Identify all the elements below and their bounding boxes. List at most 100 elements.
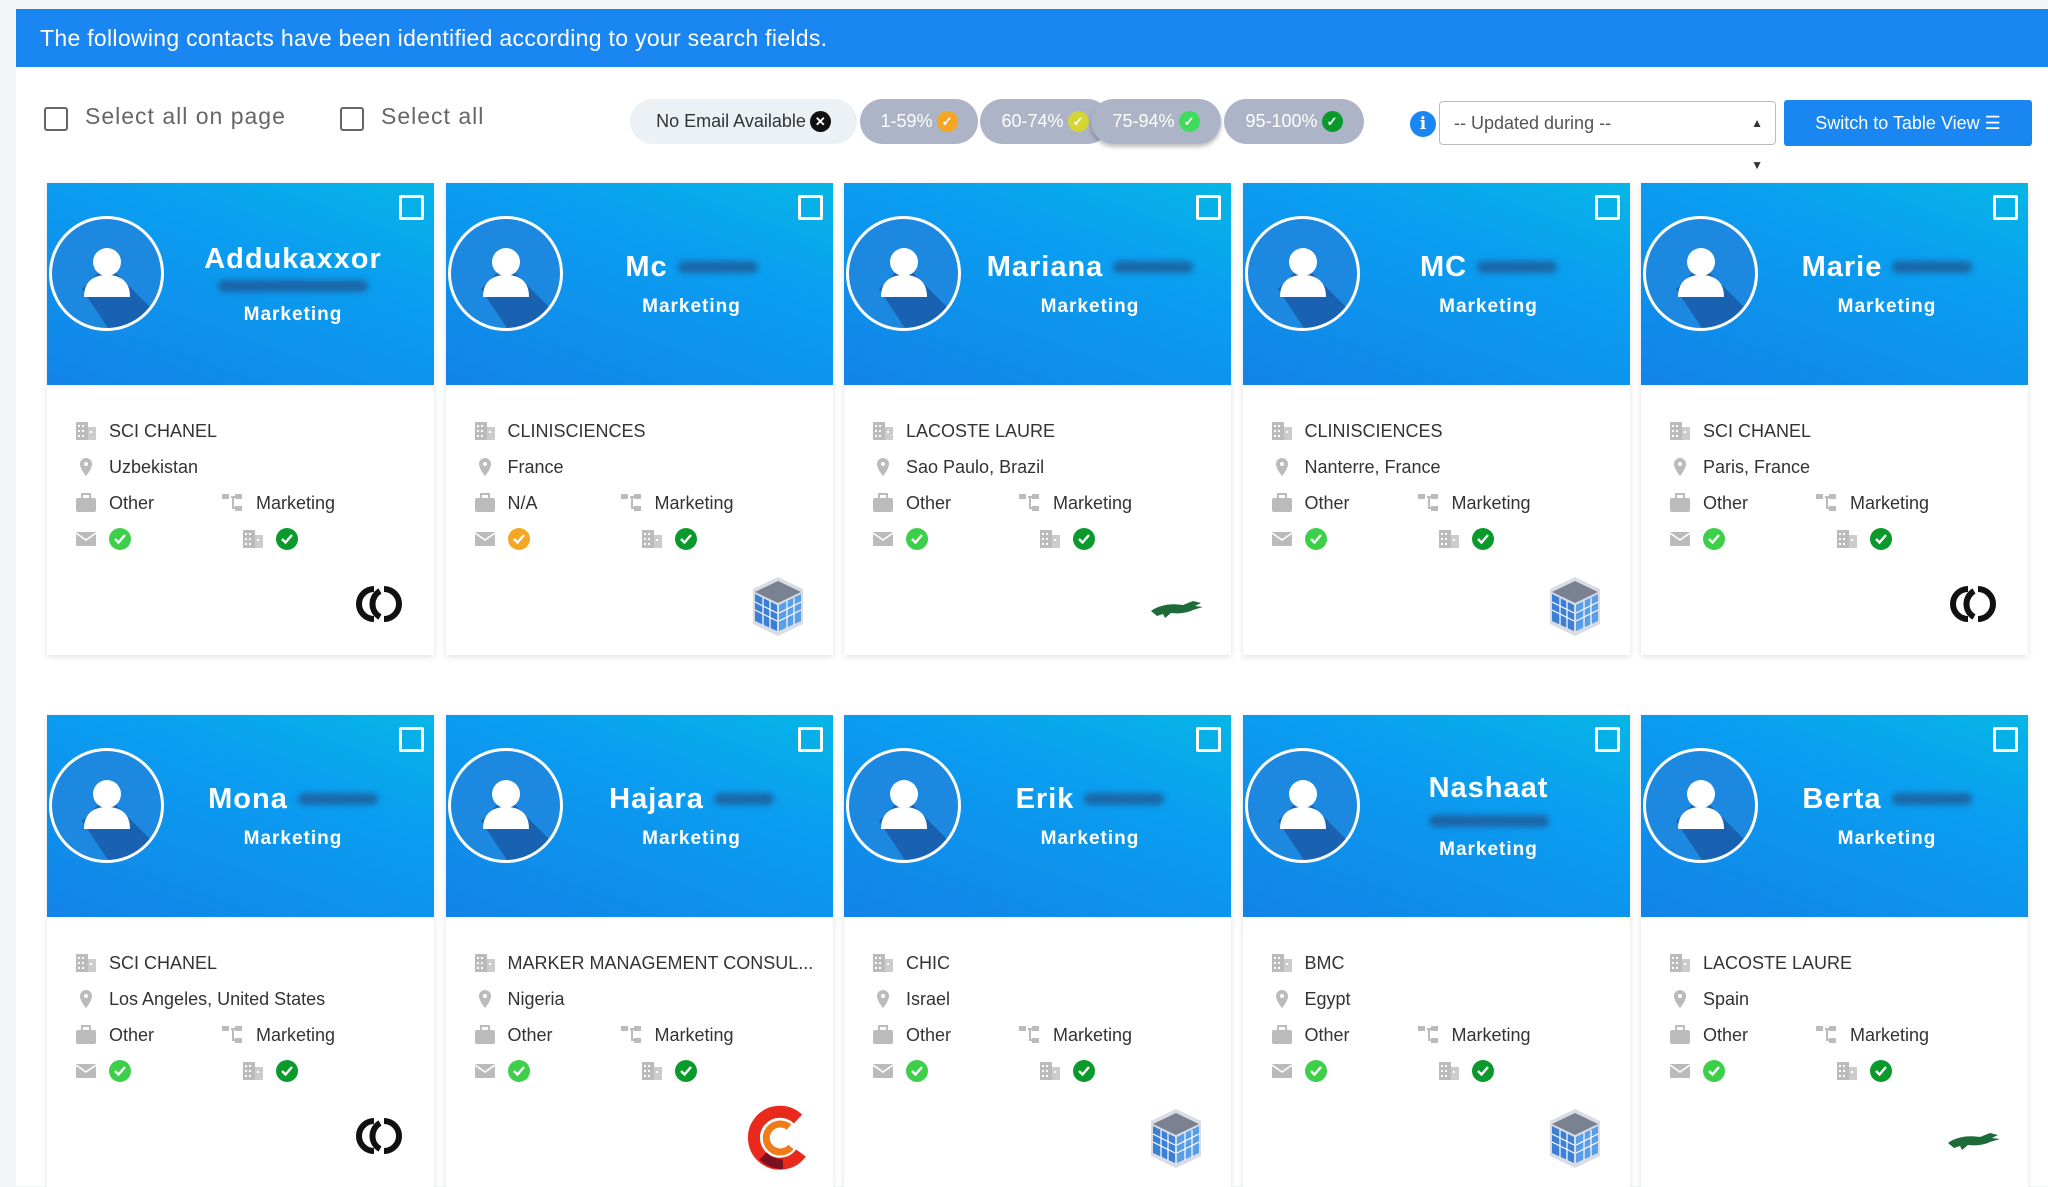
email-status-check-icon	[1304, 1060, 1327, 1082]
contact-select-checkbox[interactable]	[399, 727, 424, 752]
company-name: LACOSTE LAURE	[906, 420, 1056, 441]
filter-pill[interactable]: 75-94% ✓	[1091, 99, 1221, 144]
contact-select-checkbox[interactable]	[1196, 195, 1221, 220]
contact-position: Marketing	[243, 303, 343, 325]
contact-first-name[interactable]: Addukaxxor	[204, 242, 382, 275]
contact-select-checkbox[interactable]	[1594, 195, 1620, 220]
switch-to-table-view-button[interactable]: Switch to Table View ☰	[1784, 100, 2032, 146]
contact-card-body: CHIC Israel Other Marketing	[844, 917, 1231, 1187]
contact-card[interactable]: Hajara Marketing MARKER MANAGEMENT CONSU…	[445, 715, 833, 1187]
contact-position: Marketing	[1837, 295, 1937, 317]
contact-card-body: SCI CHANEL Uzbekistan Other Marketing	[47, 385, 434, 655]
select-all-on-page-label[interactable]: Select all on page	[85, 103, 286, 129]
avatar	[447, 216, 563, 331]
contact-first-name[interactable]: Mariana	[986, 250, 1104, 283]
company-icon	[1836, 1061, 1858, 1081]
contact-card-header: Mariana Marketing	[844, 183, 1231, 385]
department: Marketing	[256, 492, 336, 513]
briefcase-icon	[75, 493, 97, 513]
contact-select-checkbox[interactable]	[797, 195, 823, 220]
email-status-check-icon	[906, 1060, 928, 1082]
avatar	[1244, 216, 1360, 331]
category: Other	[1703, 492, 1749, 513]
updated-during-select[interactable]: -- Updated during -- ▲ ▼	[1439, 101, 1776, 172]
contact-first-name[interactable]: Mona	[208, 782, 288, 815]
company-name: BMC	[1304, 952, 1345, 973]
contact-card[interactable]: Berta Marketing LACOSTE LAURE Spain Othe…	[1641, 715, 2028, 1187]
contact-select-checkbox[interactable]	[1993, 195, 2018, 220]
contact-select-checkbox[interactable]	[399, 195, 424, 220]
company-icon	[1039, 529, 1061, 549]
contact-select-checkbox[interactable]	[797, 727, 823, 752]
contact-card-body: CLINISCIENCES Nanterre, France Other Mar…	[1243, 385, 1630, 655]
contact-card[interactable]: Addukaxxor Marketing SCI CHANEL Uzbekist…	[47, 183, 434, 655]
contact-card-header: Mc Marketing	[445, 183, 833, 385]
updated-during-value: -- Updated during --	[1454, 113, 1612, 133]
contact-first-name[interactable]: MC	[1419, 250, 1468, 283]
blurred-last-name	[713, 793, 774, 805]
category: Other	[1703, 1024, 1749, 1045]
avatar	[846, 748, 961, 863]
avatar	[447, 748, 563, 863]
location-pin-icon	[1271, 457, 1293, 477]
email-icon	[1271, 529, 1293, 549]
company-name: LACOSTE LAURE	[1703, 952, 1853, 973]
filter-pill[interactable]: 1-59% ✓	[860, 99, 978, 144]
contact-card-header: MC Marketing	[1242, 183, 1630, 385]
filter-pill[interactable]: 95-100% ✓	[1224, 99, 1364, 144]
building-logo	[1540, 569, 1610, 639]
select-all-on-page-checkbox[interactable]	[44, 107, 68, 131]
contact-first-name[interactable]: Erik	[1015, 782, 1075, 815]
chanel-logo	[344, 1101, 414, 1171]
company-name: SCI CHANEL	[109, 420, 218, 441]
company-status-check-icon	[674, 1060, 697, 1082]
company-name: SCI CHANEL	[109, 952, 218, 973]
filter-pill[interactable]: No Email Available ✕	[630, 99, 857, 144]
company-icon	[641, 529, 663, 549]
contact-first-name[interactable]: Mc	[625, 250, 668, 283]
contact-card[interactable]: MC Marketing CLINISCIENCES Nanterre, Fra…	[1242, 183, 1630, 655]
contact-select-checkbox[interactable]	[1594, 727, 1620, 752]
org-chart-icon	[1417, 1025, 1440, 1045]
contact-select-checkbox[interactable]	[1993, 727, 2018, 752]
contact-card[interactable]: Marie Marketing SCI CHANEL Paris, France…	[1641, 183, 2028, 655]
contact-card[interactable]: Nashaat Marketing BMC Egypt Other Market…	[1242, 715, 1630, 1187]
contact-card-body: MARKER MANAGEMENT CONSUL... Nigeria Othe…	[446, 917, 833, 1187]
contact-position: Marketing	[1040, 827, 1140, 849]
chanel-logo	[1938, 569, 2008, 639]
contact-position: Marketing	[1040, 295, 1140, 317]
avatar	[1643, 748, 1758, 863]
department: Marketing	[654, 492, 734, 513]
contact-card[interactable]: Mariana Marketing LACOSTE LAURE Sao Paul…	[844, 183, 1231, 655]
contact-card[interactable]: Mc Marketing CLINISCIENCES France N/A Ma…	[445, 183, 833, 655]
briefcase-icon	[1271, 1025, 1293, 1045]
contact-first-name[interactable]: Berta	[1802, 782, 1882, 815]
select-all-checkbox[interactable]	[340, 107, 364, 131]
info-icon[interactable]: i	[1410, 111, 1436, 137]
email-icon	[1669, 1061, 1691, 1081]
location-pin-icon	[1669, 989, 1691, 1009]
contact-first-name[interactable]: Hajara	[609, 782, 704, 815]
filter-pill[interactable]: 60-74% ✓	[980, 99, 1110, 144]
select-all-label[interactable]: Select all	[381, 103, 485, 129]
location-pin-icon	[872, 989, 894, 1009]
department: Marketing	[1451, 492, 1531, 513]
contact-card[interactable]: Mona Marketing SCI CHANEL Los Angeles, U…	[47, 715, 434, 1187]
avatar	[1244, 748, 1360, 863]
location: Israel	[906, 988, 951, 1009]
briefcase-icon	[1669, 1025, 1691, 1045]
contact-first-name[interactable]: Nashaat	[1428, 771, 1549, 804]
location: Nanterre, France	[1304, 456, 1441, 477]
building-logo	[1141, 1101, 1211, 1171]
org-chart-icon	[1019, 1025, 1041, 1045]
avatar	[49, 748, 164, 863]
contact-first-name[interactable]: Marie	[1801, 250, 1883, 283]
contact-card-body: CLINISCIENCES France N/A Marketing	[446, 385, 833, 655]
chanel-logo	[344, 569, 414, 639]
filter-label: 1-59%	[880, 111, 933, 131]
org-chart-icon	[222, 1025, 244, 1045]
contact-card[interactable]: Erik Marketing CHIC Israel Other Marketi…	[844, 715, 1231, 1187]
category: N/A	[507, 492, 538, 513]
department: Marketing	[1053, 492, 1133, 513]
contact-select-checkbox[interactable]	[1196, 727, 1221, 752]
